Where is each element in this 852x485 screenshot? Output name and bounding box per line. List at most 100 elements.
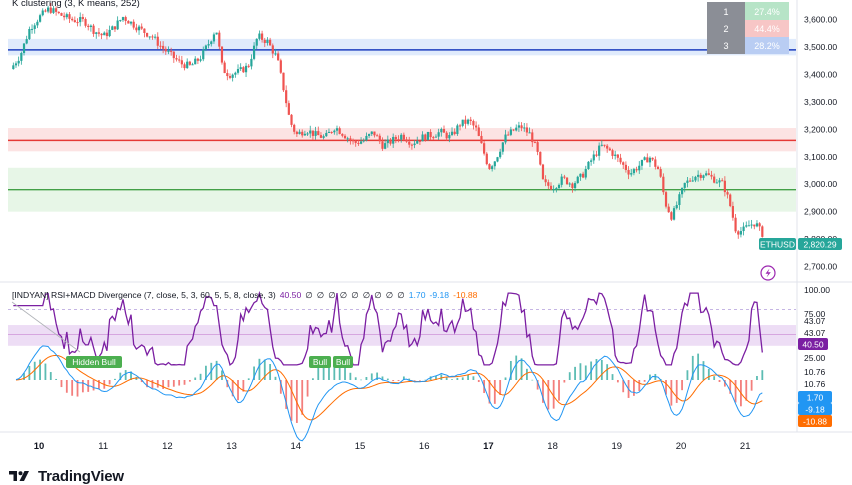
candle-body [370, 131, 373, 135]
macd-histogram-bar [151, 380, 154, 389]
macd-histogram-bar [606, 364, 609, 380]
macd-histogram-bar [745, 380, 748, 401]
candle-body [279, 60, 282, 73]
macd-histogram-bar [686, 370, 689, 380]
candle-body [322, 136, 325, 138]
candle-body [491, 166, 494, 170]
rsi-axis[interactable]: 100.0075.0043.0743.0725.0010.7610.7640.5… [798, 285, 832, 427]
macd-histogram-bar [71, 380, 74, 396]
candle-body [549, 185, 553, 190]
candle-body [469, 119, 472, 121]
price-tick-label: 3,600.00 [804, 15, 837, 25]
macd-histogram-bar [328, 360, 330, 380]
macd-histogram-bar [65, 380, 68, 393]
candle-body [576, 176, 579, 184]
candle-body [129, 21, 133, 24]
candle-body [365, 135, 368, 141]
candle-body [568, 183, 571, 185]
candle-body [215, 32, 218, 35]
lightning-icon[interactable] [760, 265, 776, 281]
candle-body [680, 187, 684, 195]
macd-histogram-bar [451, 379, 453, 380]
candle-body [73, 20, 76, 23]
candle-body [630, 173, 633, 175]
candle-body [196, 58, 199, 61]
candle-body [450, 131, 454, 136]
candle-body [335, 128, 339, 131]
macd-histogram-bar [713, 376, 716, 380]
candle-body [124, 17, 127, 21]
divergence-label-box [333, 356, 353, 368]
macd-histogram-bar [402, 376, 405, 380]
macd-histogram-bar [574, 366, 576, 380]
macd-value-badge-1: 1.70 [798, 391, 832, 403]
candle-body [501, 142, 504, 152]
macd-histogram-bar [23, 373, 25, 380]
candle-body [584, 169, 587, 178]
macd-histogram-bar [44, 363, 47, 380]
candle-body [659, 169, 662, 177]
time-axis[interactable]: 10 11 12 13 14 15 16 17 18 19 20 21 [34, 441, 751, 452]
candle-body [204, 45, 208, 50]
macd-histogram-bar [681, 380, 683, 391]
candle-body [41, 10, 44, 16]
rsi-tick-label: 43.07 [804, 328, 826, 338]
candle-body [362, 140, 365, 142]
macd-histogram-bar [424, 379, 427, 381]
candle-body [595, 154, 598, 156]
candle-body [688, 180, 692, 182]
candle-body [598, 145, 601, 156]
macd-histogram-bar [376, 372, 379, 380]
indicator-value: ∅ [386, 290, 394, 300]
candle-body [515, 127, 518, 131]
candle-body [140, 26, 143, 29]
candle-body [616, 154, 619, 158]
candle-body [100, 33, 103, 36]
macd-histogram-bar [707, 368, 710, 380]
candle-body [458, 125, 462, 127]
candle-body [483, 143, 486, 154]
macd-histogram-bar [76, 380, 79, 397]
candle-body [664, 192, 668, 207]
candle-body [271, 45, 274, 54]
candle-body [183, 64, 186, 69]
macd-histogram-bar [499, 380, 502, 395]
candle-body [742, 226, 745, 232]
brand-name: TradingView [38, 467, 124, 485]
candle-body [750, 224, 753, 226]
candle-body [159, 45, 162, 47]
rsi-tick-label: 10.76 [804, 367, 826, 377]
price-tick-label: 2,900.00 [804, 207, 837, 217]
candle-body [729, 194, 732, 207]
candle-body [68, 14, 71, 19]
candle-body [504, 134, 507, 143]
candle-body [167, 50, 170, 52]
candle-body [143, 28, 146, 33]
candle-body [247, 65, 250, 67]
candle-body [338, 128, 341, 134]
candle-body [55, 8, 58, 12]
candle-body [715, 182, 718, 184]
candle-body [153, 36, 157, 38]
cluster-1-percent: 27.4% [754, 7, 780, 17]
candle-body [429, 131, 432, 138]
candle-body [92, 25, 95, 34]
candle-body [683, 182, 686, 188]
symbol-badge: ETHUSD [759, 238, 796, 250]
time-tick-label: 17 [483, 441, 494, 452]
candle-body [269, 39, 272, 46]
candle-body [188, 61, 191, 65]
macd-histogram-bar [354, 377, 357, 380]
macd-histogram-bar [279, 380, 282, 394]
candle-body [357, 142, 360, 144]
candle-body [60, 13, 63, 16]
candle-body [28, 28, 31, 40]
candle-body [640, 159, 644, 166]
candle-body [81, 17, 84, 20]
indicator-value: ∅ [397, 290, 405, 300]
cluster-2-cell [745, 20, 789, 37]
candle-body [624, 164, 627, 170]
indicator-value: ∅ [374, 290, 382, 300]
candle-body [405, 139, 408, 142]
